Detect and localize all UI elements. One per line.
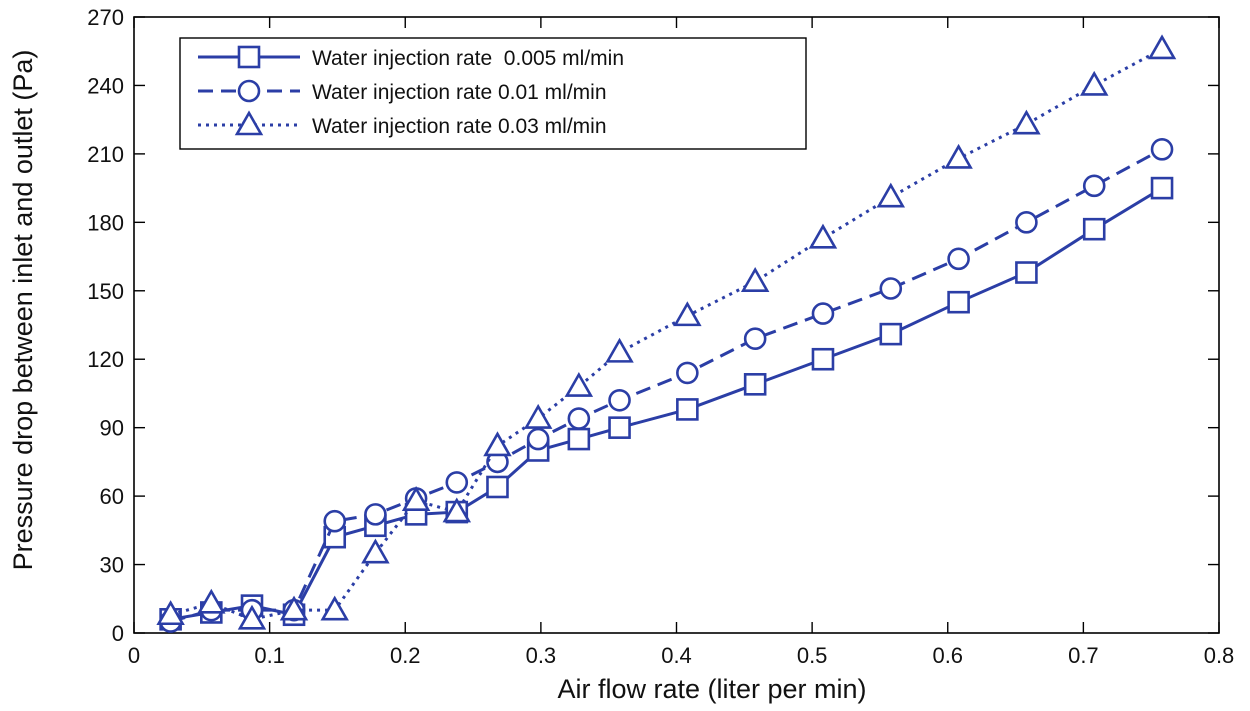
data-point-circle [743,327,767,350]
data-point-triangle [320,595,349,621]
data-point-circle [364,503,387,526]
data-point-square [1015,261,1038,284]
x-axis-title: Air flow rate (liter per min) [557,674,866,704]
x-tick-label: 0.4 [661,643,692,668]
data-point-triangle [944,143,973,169]
y-tick-label: 150 [87,279,124,304]
data-point-circle [526,427,550,451]
data-point-triangle [483,431,512,457]
data-point-triangle [156,600,185,626]
data-point-triangle [740,267,770,292]
y-tick-label: 210 [87,142,124,167]
data-point-circle [1082,174,1106,198]
data-point-triangle [564,371,594,397]
data-point-triangle [605,337,634,363]
y-tick-label: 0 [112,621,124,646]
series-line [170,148,1163,624]
data-point-square [1150,176,1174,200]
data-point-circle [567,407,591,430]
data-point-triangle [673,301,702,327]
data-point-square [676,398,699,421]
y-tick-label: 270 [87,5,124,30]
y-tick-label: 60 [100,484,124,509]
data-point-square [608,416,631,439]
data-point-circle [1150,138,1174,161]
data-point-triangle [876,182,906,208]
data-point-square [567,427,591,451]
x-tick-label: 0.1 [254,643,285,668]
data-point-triangle [197,588,226,614]
data-point-circle [445,471,469,494]
legend-marker-triangle [234,110,264,136]
y-tick-label: 180 [87,210,124,235]
data-point-square [947,290,970,314]
data-point-triangle [1012,109,1041,135]
data-point-circle [947,247,970,271]
data-point-circle [323,509,347,533]
data-point-triangle [442,497,472,523]
data-point-square [486,475,509,499]
data-point-triangle [1079,70,1109,96]
data-point-circle [1015,211,1038,234]
legend-marker-circle [237,79,261,103]
series-layer [156,34,1177,633]
y-axis-title: Pressure drop between inlet and outlet (… [8,50,38,571]
data-point-square [879,322,903,346]
data-point-triangle [1147,34,1177,60]
axis-ticks: 0 0.1 0.2 0.3 0.4 0.5 0.6 0.7 0.8 0 30 60 90 120 150 18… [87,5,1234,668]
data-point-circle [811,302,835,325]
legend-marker-square [237,45,261,69]
data-point-triangle [523,403,553,429]
legend: Water injection rate 0.005 ml/min Water i… [179,37,807,150]
legend-label: Water injection rate 0.005 ml/min [312,47,624,70]
data-point-triangle [237,604,267,630]
legend-label: Water injection rate 0.03 ml/min [312,115,607,138]
data-point-circle [676,361,699,385]
data-point-circle [879,277,903,300]
x-tick-label: 0 [128,643,140,668]
legend-label: Water injection rate 0.01 ml/min [312,81,607,104]
x-tick-label: 0.6 [932,643,963,668]
y-tick-label: 90 [100,416,124,441]
x-tick-label: 0.2 [390,643,421,668]
data-point-triangle [808,223,838,249]
data-point-circle [608,388,631,412]
y-tick-label: 30 [100,553,124,578]
x-tick-label: 0.3 [526,643,557,668]
data-point-triangle [279,595,309,621]
y-tick-label: 240 [87,73,124,98]
data-point-square [811,347,835,371]
x-tick-label: 0.7 [1068,643,1099,668]
data-point-square [1082,217,1106,241]
x-tick-label: 0.5 [797,643,828,668]
series-triangle [156,34,1177,630]
data-point-square [743,373,767,396]
x-tick-label: 0.8 [1204,643,1235,668]
data-point-triangle [361,538,390,564]
y-tick-label: 120 [87,347,124,372]
data-point-triangle [401,486,431,511]
